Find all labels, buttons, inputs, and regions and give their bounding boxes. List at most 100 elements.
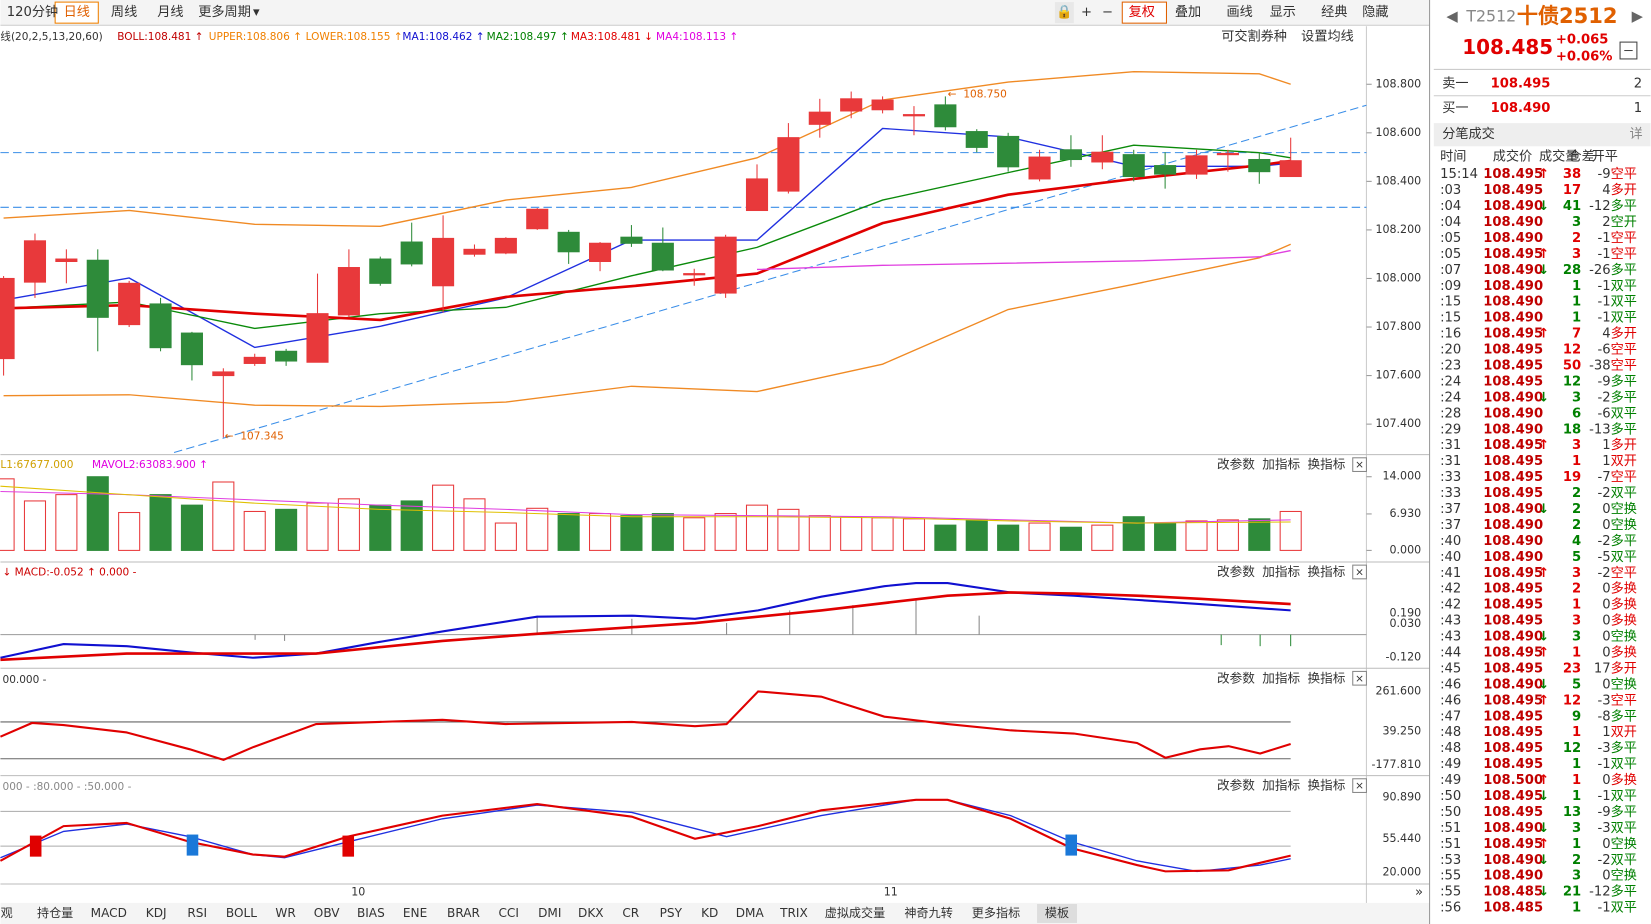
tool-selected[interactable] bbox=[1121, 1, 1168, 24]
indicator-tab[interactable]: RSI bbox=[187, 906, 207, 920]
tool-button[interactable]: 叠加 bbox=[1175, 4, 1201, 20]
panel-button[interactable]: 改参数 bbox=[1217, 457, 1255, 472]
close-button[interactable] bbox=[1352, 457, 1367, 472]
panel-button[interactable]: 换指标 bbox=[1307, 670, 1345, 685]
volume-bar bbox=[23, 500, 47, 551]
indicator-line bbox=[0, 798, 1291, 873]
trade-oi: -5 bbox=[1597, 550, 1610, 565]
candle-body bbox=[808, 111, 831, 125]
indicator-tab[interactable]: BOLL bbox=[226, 906, 257, 920]
trade-type: 多平 bbox=[1611, 420, 1637, 437]
arrow: ← bbox=[948, 89, 957, 101]
panel-header: 00.000 - bbox=[3, 674, 47, 686]
close-button[interactable] bbox=[1352, 670, 1367, 686]
panel-button[interactable]: 换指标 bbox=[1307, 778, 1345, 793]
lock-button[interactable] bbox=[1054, 2, 1074, 24]
panel-button[interactable]: 换指标 bbox=[1307, 564, 1345, 579]
trade-type: 空开 bbox=[1611, 214, 1637, 230]
tool-button[interactable]: 显示 bbox=[1270, 5, 1296, 20]
panel-button[interactable]: 加指标 bbox=[1262, 564, 1300, 579]
trade-type: 空换 bbox=[1611, 676, 1637, 692]
indicator-tab[interactable]: BRAR bbox=[447, 906, 480, 920]
panel-button[interactable]: 换指标 bbox=[1307, 457, 1345, 472]
close-button[interactable] bbox=[1352, 778, 1367, 793]
indicator-tab[interactable]: ENE bbox=[403, 906, 427, 920]
indicator-tab[interactable]: PSY bbox=[660, 906, 683, 920]
tool-button[interactable]: 隐藏 bbox=[1362, 4, 1388, 20]
period-tab[interactable]: 120分钟 bbox=[7, 3, 58, 20]
indicator-tab[interactable]: 观 bbox=[1, 906, 13, 920]
period-tab[interactable]: 月线 bbox=[157, 4, 183, 20]
trade-arrow: ↓ bbox=[1538, 677, 1549, 692]
panel-button[interactable]: 改参数 bbox=[1217, 778, 1255, 793]
zoom-out[interactable]: − bbox=[1102, 5, 1113, 20]
trade-volume: 2 bbox=[1572, 853, 1581, 868]
trade-oi: 0 bbox=[1602, 630, 1610, 645]
link[interactable]: 设置均线 bbox=[1301, 28, 1354, 44]
indicator-tab[interactable]: DMI bbox=[538, 906, 561, 920]
trade-arrow: ↑ bbox=[1538, 646, 1549, 661]
tool-button[interactable]: 复权 bbox=[1129, 3, 1155, 20]
indicator-tab[interactable]: CCI bbox=[498, 906, 518, 920]
panel-button[interactable]: 改参数 bbox=[1217, 670, 1255, 685]
link[interactable]: 可交割券种 bbox=[1221, 27, 1287, 44]
trade-volume: 1 bbox=[1572, 454, 1581, 469]
trade-time: :50 bbox=[1440, 805, 1461, 820]
panel-button[interactable]: 加指标 bbox=[1262, 670, 1300, 685]
trade-arrow: ↓ bbox=[1538, 502, 1549, 517]
indicator-tab[interactable]: KD bbox=[701, 906, 718, 920]
indicator-tab[interactable]: 持仓量 bbox=[37, 905, 73, 920]
indicator-tab[interactable]: 更多指标 bbox=[972, 905, 1020, 920]
indicator-tab[interactable]: DKX bbox=[578, 906, 604, 920]
scroll-right[interactable]: » bbox=[1415, 885, 1423, 900]
period-tab[interactable]: 更多周期 bbox=[198, 3, 251, 20]
bid-label: 买一 bbox=[1442, 100, 1468, 116]
candle-body bbox=[1122, 154, 1145, 178]
prev-button[interactable]: ◀ bbox=[1446, 8, 1458, 25]
trade-price: 108.490 bbox=[1483, 295, 1543, 310]
indicator-tab[interactable]: 虚拟成交量 bbox=[825, 905, 885, 920]
panel-button[interactable]: 改参数 bbox=[1217, 564, 1255, 579]
trade-time: :15 bbox=[1440, 311, 1461, 326]
trade-type: 空换 bbox=[1611, 868, 1637, 884]
next-button[interactable]: ▶ bbox=[1632, 8, 1644, 25]
trade-type: 多换 bbox=[1611, 612, 1637, 629]
trade-price: 108.490 bbox=[1483, 406, 1543, 421]
zoom-in[interactable]: + bbox=[1081, 5, 1092, 20]
candle-body bbox=[557, 231, 580, 253]
indicator-tab[interactable]: MACD bbox=[91, 906, 127, 920]
detail-button[interactable]: 详 bbox=[1630, 126, 1643, 142]
indicator-tab[interactable]: CR bbox=[622, 906, 639, 920]
tool-button[interactable]: 画线 bbox=[1226, 4, 1252, 20]
tab-selected[interactable] bbox=[54, 1, 99, 24]
indicator-tab[interactable]: OBV bbox=[314, 906, 340, 920]
indicator-line bbox=[0, 799, 1291, 873]
trade-price: 108.490 bbox=[1483, 550, 1543, 565]
trade-time: :50 bbox=[1440, 789, 1461, 804]
trade-price: 108.490 bbox=[1483, 422, 1543, 437]
period-tab[interactable]: 周线 bbox=[111, 4, 137, 20]
trade-price: 108.495 bbox=[1483, 741, 1543, 756]
indicator-tab[interactable]: KDJ bbox=[146, 906, 167, 920]
close-button[interactable] bbox=[1352, 564, 1367, 580]
panel-button[interactable]: 加指标 bbox=[1262, 778, 1300, 793]
indicator-tab[interactable]: TRIX bbox=[779, 906, 808, 920]
indicator-tab[interactable]: BIAS bbox=[357, 906, 385, 920]
indicator-tab[interactable]: WR bbox=[275, 906, 296, 920]
column-header: 开平 bbox=[1592, 149, 1618, 164]
panel-button[interactable]: 加指标 bbox=[1262, 457, 1300, 472]
y-tick-label: 108.000 bbox=[1375, 271, 1421, 284]
period-tab[interactable]: 日线 bbox=[64, 4, 90, 20]
indicator-tab[interactable]: DMA bbox=[736, 906, 765, 920]
trade-time: :31 bbox=[1440, 438, 1461, 453]
volume-bar bbox=[1248, 518, 1271, 551]
volume-bar bbox=[777, 508, 800, 551]
trade-type: 空平 bbox=[1611, 692, 1637, 708]
trade-price: 108.495 bbox=[1483, 343, 1543, 358]
volume-bar bbox=[149, 494, 172, 551]
indicator-tab[interactable]: 模板 bbox=[1045, 906, 1069, 920]
y-tick-label: 20.000 bbox=[1382, 865, 1421, 878]
tool-button[interactable]: 经典 bbox=[1321, 4, 1347, 20]
indicator-tab[interactable]: 神奇九转 bbox=[904, 905, 952, 920]
trade-oi: -1 bbox=[1597, 311, 1610, 326]
